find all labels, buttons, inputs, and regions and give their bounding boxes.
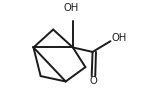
Text: OH: OH <box>111 33 127 44</box>
Text: O: O <box>90 76 97 86</box>
Text: OH: OH <box>64 3 79 13</box>
